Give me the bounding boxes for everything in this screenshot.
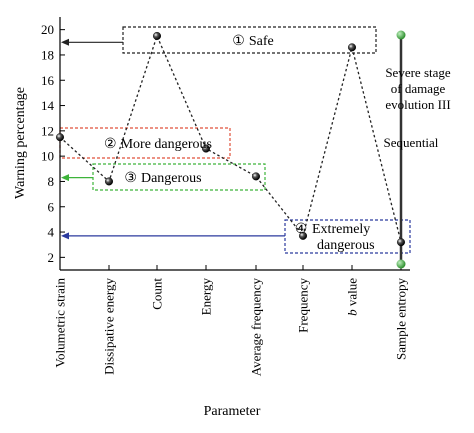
x-tick-label: Sample entropy [394,278,409,360]
grade-arrows [61,38,285,240]
grade-box-safe [122,26,377,54]
data-point [299,231,308,240]
y-tick-label: 14 [41,98,55,113]
series-line [59,34,402,243]
y-tick-label: 8 [48,174,55,189]
y-tick-label: 4 [48,225,55,240]
data-point [56,133,65,142]
y-tick-label: 10 [41,149,54,164]
x-tick-label: Energy [199,278,214,316]
stage-bar-top-marker [396,30,406,40]
grade-label-safe: Safe [249,34,274,49]
grade-box-dangerous [92,163,266,191]
grade-boxes [59,26,411,254]
grade-arrowhead-extremely-dangerous [61,232,69,240]
data-point [251,172,260,181]
grade-label-extremely-dangerous-line2: dangerous [317,238,375,253]
x-tick-label: Volumetric strain [53,278,68,368]
grade-label-more-dangerous: More dangerous [121,137,212,152]
grade-box-extremely-dangerous [284,219,411,254]
grade-number-more-dangerous: ② [104,137,117,152]
grade-text-safe: ① Safe [232,34,273,49]
grade-number-dangerous: ③ [124,171,137,186]
data-point [348,43,357,52]
grade-label-extremely-dangerous-line1: Extremely [312,222,370,237]
grade-arrowhead-dangerous [61,174,69,182]
x-tick-label: b value [345,278,360,316]
stage-annotation-line: of damage [391,81,446,96]
grade-number-safe: ① [232,34,245,49]
data-point [152,31,161,40]
y-ticks: 2 4 6 8 10 12 14 16 18 20 [41,22,65,265]
y-tick-label: 20 [41,22,54,37]
x-tick-label-rest: value [345,278,360,310]
y-tick-label: 6 [48,199,55,214]
stage-bar-bottom-marker [396,259,406,269]
grade-labels: ① Safe ② More dangerous ③ Dangerous ④ Extremely… [104,34,375,253]
x-ticks: Volumetric strain Dissipative energy Count… [53,265,409,376]
stage-annotation-line: Severe stage [385,65,451,80]
grade-label-dangerous: Dangerous [141,171,202,186]
y-tick-label: 12 [41,123,54,138]
data-point [397,238,406,247]
grade-arrowhead-safe [61,38,69,46]
grade-number-extremely-dangerous: ④ [295,222,308,237]
data-point [201,144,210,153]
y-tick-label: 16 [41,73,55,88]
x-axis-title: Parameter [204,404,261,419]
data-point [104,177,113,186]
x-tick-label: Dissipative energy [102,278,117,375]
data-points [56,31,406,247]
x-tick-label: Average frequency [249,278,264,377]
grade-text-dangerous: ③ Dangerous [124,171,201,186]
y-tick-label: 2 [48,250,55,265]
grade-text-more-dangerous: ② More dangerous [104,137,212,152]
x-tick-label-italic: b [345,309,360,316]
y-axis-title: Warning percentage [13,87,28,199]
x-tick-label: Count [150,278,165,310]
series-polyline [59,34,402,243]
stage-bar [396,30,406,269]
x-tick-label: Frequency [296,278,311,333]
y-tick-label: 18 [41,47,54,62]
stage-annotation-line: evolution III [385,97,450,112]
sequential-annotation: Sequential [384,135,439,150]
